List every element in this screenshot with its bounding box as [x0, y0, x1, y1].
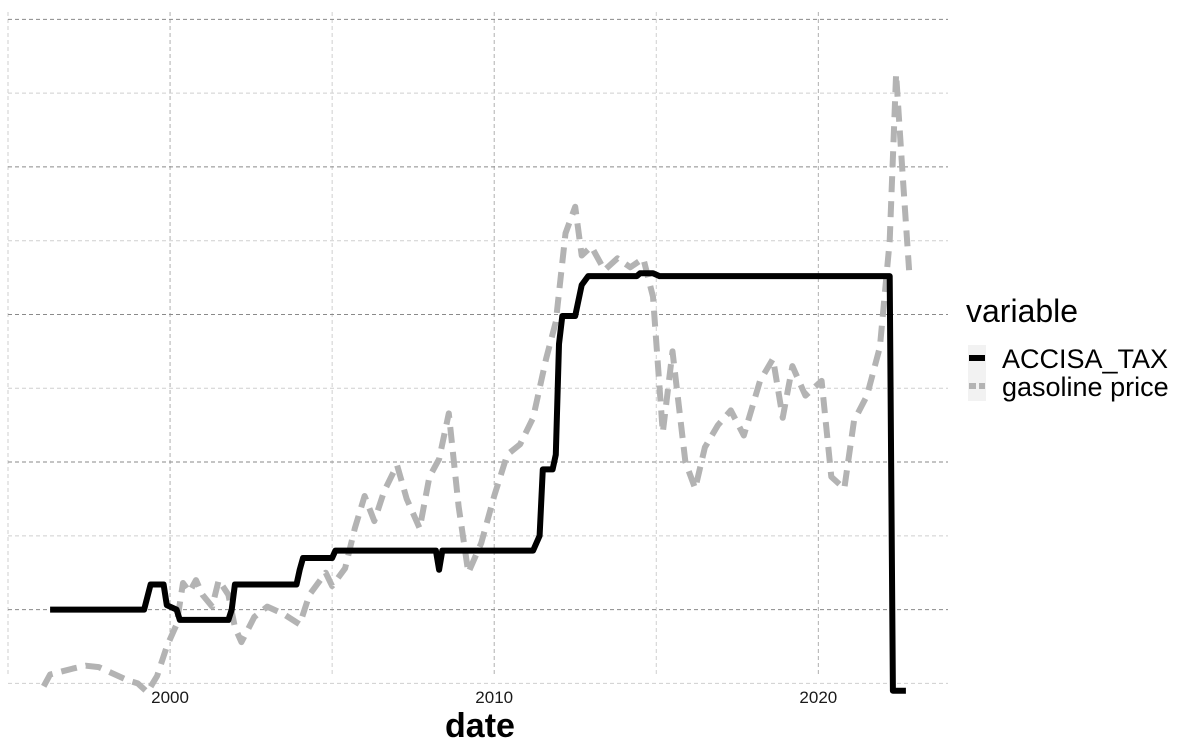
series-accisa-tax	[50, 270, 906, 694]
grid	[7, 12, 948, 684]
legend-label: gasoline price	[1002, 372, 1169, 402]
legend-item: gasoline price	[968, 372, 1169, 402]
x-axis-title: date	[445, 707, 515, 745]
legend-label: ACCISA_TAX	[1002, 344, 1168, 374]
series-gasoline-price	[41, 71, 913, 696]
x-tick-label: 2000	[151, 688, 189, 707]
series-lines	[41, 71, 913, 696]
x-tick-label: 2020	[799, 688, 837, 707]
legend-key-background	[968, 373, 986, 401]
legend-title: variable	[966, 293, 1078, 329]
x-tick-label: 2010	[475, 688, 513, 707]
legend-item: ACCISA_TAX	[968, 344, 1168, 374]
x-axis-ticks: 2000 2010 2020	[151, 688, 837, 707]
